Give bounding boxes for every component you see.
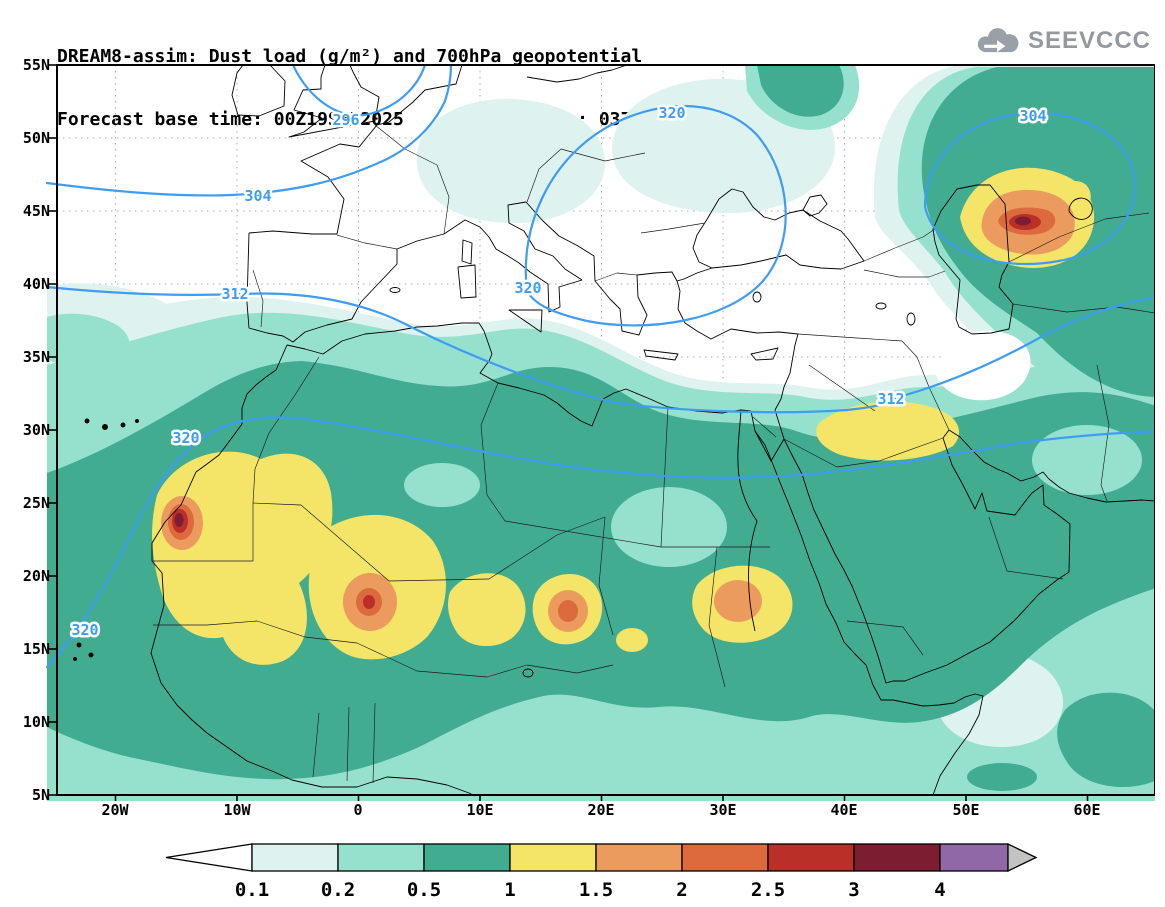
colorbar-tick: 1.5 <box>579 879 613 901</box>
country-borders <box>152 124 1155 784</box>
colorbar-segment <box>595 843 683 872</box>
colorbar-segment <box>767 843 855 872</box>
dust-shading <box>47 65 1155 801</box>
logo-text: SEEVCCC <box>1027 27 1151 54</box>
colorbar-segment <box>509 843 597 872</box>
lat-tick-label: 35N <box>22 348 50 366</box>
colorbar-segment <box>681 843 769 872</box>
lat-tick-label: 45N <box>22 202 50 220</box>
colorbar-tick: 0.1 <box>235 879 269 901</box>
lat-tick-label: 10N <box>22 713 50 731</box>
contour-label: 312 <box>877 390 904 408</box>
contour-label: 312 <box>221 285 248 303</box>
lat-tick-label: 5N <box>31 786 50 804</box>
contour-label: 320 <box>658 104 685 122</box>
contour-label: 304 <box>1019 107 1046 125</box>
colorbar-segment <box>853 843 941 872</box>
lat-tick-label: 50N <box>22 129 50 147</box>
lon-tick-label: 50E <box>952 801 980 819</box>
lon-tick-label: 30E <box>709 801 737 819</box>
lon-tick-label: 20W <box>101 801 129 819</box>
contour-label: 296 <box>332 111 359 129</box>
axis-ticks <box>48 64 1089 801</box>
contour-value-labels: 296 304 312 320 320 304 312 320 320 <box>69 102 1049 642</box>
dust-level-3 <box>174 216 1031 527</box>
chart-title: DREAM8-assim: Dust load (g/m²) and 700hP… <box>57 46 643 67</box>
colorbar-tick: 4 <box>934 879 945 901</box>
colorbar-segment <box>251 843 339 872</box>
lat-tick-label: 40N <box>22 275 50 293</box>
geopotential-contours <box>45 63 1155 669</box>
lon-tick-label: 60E <box>1073 801 1101 819</box>
colorbar: 0.1 0.2 0.5 1 1.5 2 2.5 3 4 <box>165 842 1038 901</box>
coastlines <box>73 64 1155 797</box>
lat-tick-label: 15N <box>22 640 50 658</box>
colorbar-underflow-arrow <box>165 843 253 872</box>
seevccc-logo: SEEVCCC <box>974 26 1151 56</box>
lat-tick-label: 55N <box>22 56 50 74</box>
colorbar-tick: 2 <box>676 879 687 901</box>
colorbar-tick: 3 <box>848 879 859 901</box>
colorbar-overflow-arrow <box>1007 842 1038 873</box>
lat-tick-label: 20N <box>22 567 50 585</box>
lat-tick-label: 30N <box>22 421 50 439</box>
lon-tick-label: 10E <box>466 801 494 819</box>
lon-tick-label: 20E <box>587 801 615 819</box>
colorbar-tick: 0.2 <box>321 879 355 901</box>
lat-tick-label: 25N <box>22 494 50 512</box>
colorbar-tick: 1 <box>504 879 515 901</box>
contour-label: 304 <box>244 187 271 205</box>
colorbar-segment <box>337 843 425 872</box>
lon-tick-label: 0 <box>353 801 363 819</box>
contour-label: 320 <box>172 429 199 447</box>
colorbar-segment <box>423 843 511 872</box>
colorbar-segment <box>939 843 1009 872</box>
lon-tick-label: 10W <box>223 801 251 819</box>
forecast-map: 296 304 312 320 320 304 312 320 320 <box>45 63 1155 801</box>
lon-tick-label: 40E <box>830 801 858 819</box>
cloud-icon <box>977 28 1019 53</box>
contour-label: 320 <box>514 279 541 297</box>
colorbar-tick: 0.5 <box>407 879 441 901</box>
colorbar-tick: 2.5 <box>751 879 785 901</box>
contour-label: 320 <box>71 621 98 639</box>
